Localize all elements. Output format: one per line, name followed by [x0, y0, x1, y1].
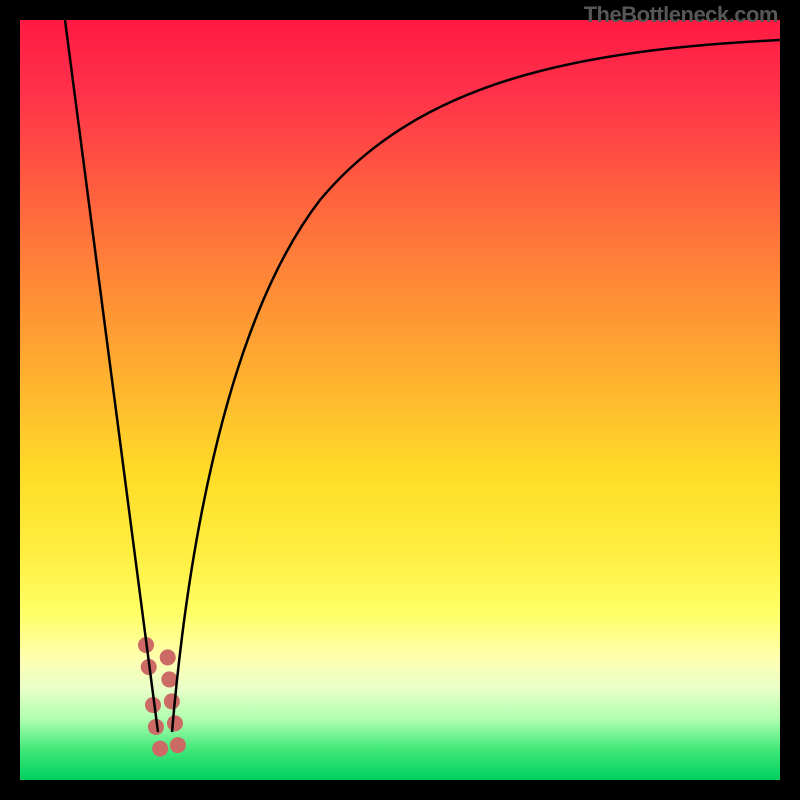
- left-curve: [65, 20, 158, 732]
- dotted-marker: [146, 645, 178, 753]
- right-curve: [172, 40, 780, 732]
- curves-layer: [20, 20, 780, 780]
- chart-container: TheBottleneck.com: [0, 0, 800, 800]
- plot-area: [20, 20, 780, 780]
- watermark-text: TheBottleneck.com: [584, 2, 778, 28]
